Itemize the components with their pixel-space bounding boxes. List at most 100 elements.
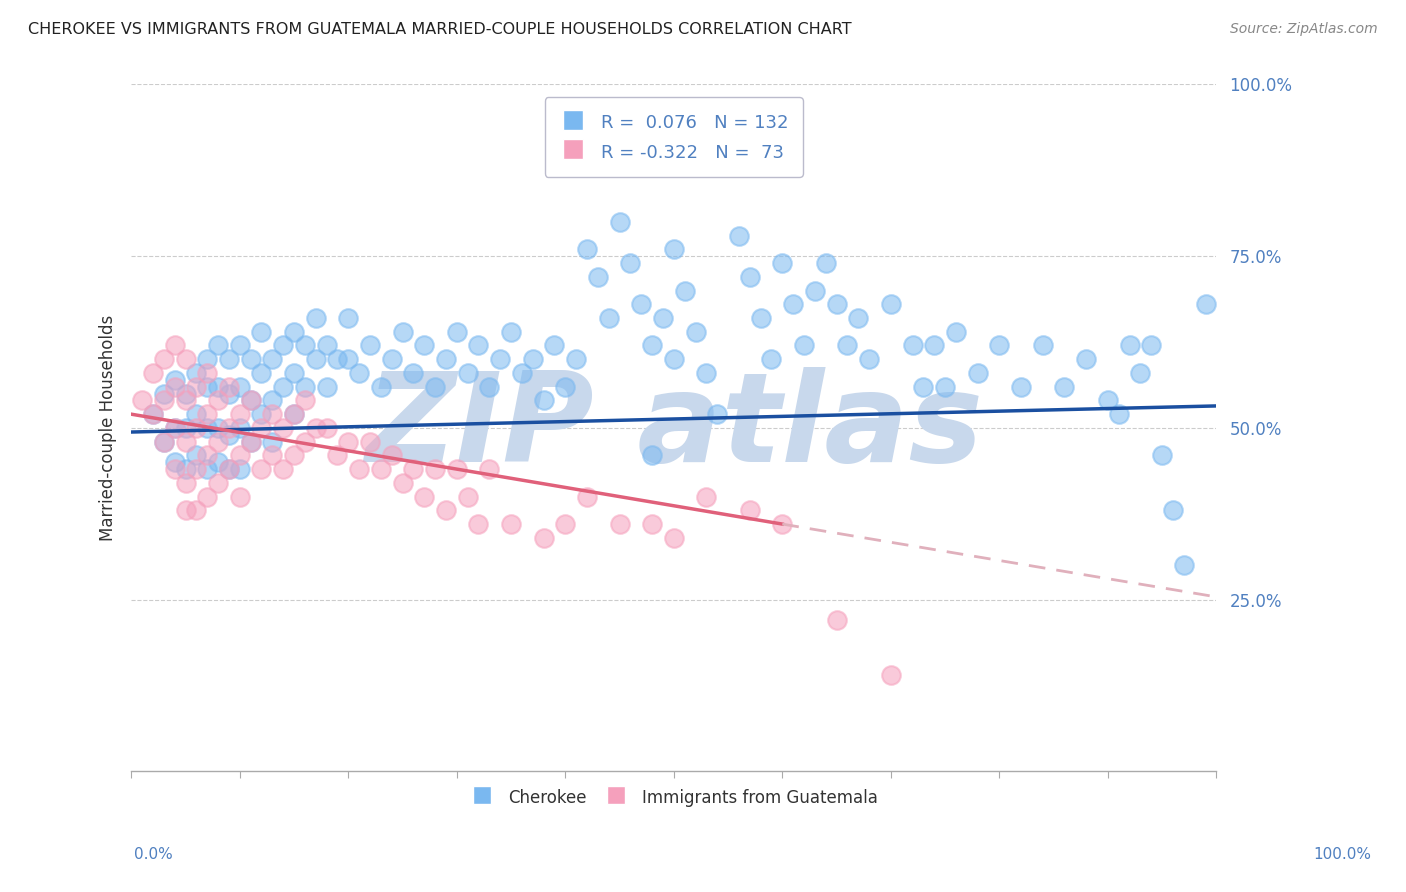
Point	[229, 407, 252, 421]
Point	[749, 311, 772, 326]
Point	[294, 393, 316, 408]
Point	[294, 338, 316, 352]
Point	[262, 449, 284, 463]
Point	[457, 490, 479, 504]
Point	[186, 503, 208, 517]
Point	[662, 531, 685, 545]
Point	[262, 393, 284, 408]
Point	[229, 338, 252, 352]
Point	[1108, 407, 1130, 421]
Y-axis label: Married-couple Households: Married-couple Households	[100, 315, 117, 541]
Point	[315, 421, 337, 435]
Point	[142, 366, 165, 380]
Point	[673, 284, 696, 298]
Point	[262, 407, 284, 421]
Point	[271, 462, 294, 476]
Point	[478, 380, 501, 394]
Point	[837, 338, 859, 352]
Point	[695, 366, 717, 380]
Point	[283, 407, 305, 421]
Point	[641, 517, 664, 532]
Point	[294, 434, 316, 449]
Point	[522, 352, 544, 367]
Point	[804, 284, 827, 298]
Point	[229, 380, 252, 394]
Point	[195, 462, 218, 476]
Point	[283, 407, 305, 421]
Point	[499, 517, 522, 532]
Point	[283, 325, 305, 339]
Point	[770, 517, 793, 532]
Point	[163, 462, 186, 476]
Point	[446, 325, 468, 339]
Point	[630, 297, 652, 311]
Point	[1032, 338, 1054, 352]
Point	[1161, 503, 1184, 517]
Text: CHEROKEE VS IMMIGRANTS FROM GUATEMALA MARRIED-COUPLE HOUSEHOLDS CORRELATION CHAR: CHEROKEE VS IMMIGRANTS FROM GUATEMALA MA…	[28, 22, 852, 37]
Point	[934, 380, 956, 394]
Point	[186, 380, 208, 394]
Point	[163, 455, 186, 469]
Point	[706, 407, 728, 421]
Point	[381, 352, 404, 367]
Point	[207, 421, 229, 435]
Point	[163, 338, 186, 352]
Legend: Cherokee, Immigrants from Guatemala: Cherokee, Immigrants from Guatemala	[464, 780, 884, 814]
Point	[662, 242, 685, 256]
Point	[262, 352, 284, 367]
Point	[717, 132, 740, 146]
Point	[186, 366, 208, 380]
Point	[229, 449, 252, 463]
Point	[142, 407, 165, 421]
Point	[163, 421, 186, 435]
Point	[186, 407, 208, 421]
Point	[186, 421, 208, 435]
Point	[174, 386, 197, 401]
Point	[912, 380, 935, 394]
Point	[381, 449, 404, 463]
Point	[793, 338, 815, 352]
Point	[174, 503, 197, 517]
Point	[1152, 449, 1174, 463]
Point	[195, 421, 218, 435]
Point	[186, 462, 208, 476]
Point	[554, 380, 576, 394]
Point	[478, 462, 501, 476]
Point	[554, 517, 576, 532]
Point	[359, 434, 381, 449]
Point	[761, 352, 783, 367]
Point	[153, 386, 176, 401]
Point	[195, 380, 218, 394]
Point	[489, 352, 512, 367]
Point	[1194, 297, 1216, 311]
Point	[337, 434, 360, 449]
Point	[207, 475, 229, 490]
Point	[250, 325, 273, 339]
Point	[250, 462, 273, 476]
Point	[695, 490, 717, 504]
Point	[218, 380, 240, 394]
Point	[163, 421, 186, 435]
Point	[738, 503, 761, 517]
Point	[218, 462, 240, 476]
Point	[1118, 338, 1140, 352]
Point	[846, 311, 869, 326]
Point	[533, 531, 555, 545]
Point	[738, 269, 761, 284]
Point	[880, 297, 903, 311]
Point	[174, 462, 197, 476]
Point	[294, 380, 316, 394]
Point	[402, 366, 425, 380]
Point	[609, 215, 631, 229]
Point	[195, 490, 218, 504]
Point	[195, 407, 218, 421]
Point	[543, 338, 565, 352]
Point	[423, 462, 446, 476]
Point	[186, 449, 208, 463]
Text: 0.0%: 0.0%	[134, 847, 173, 862]
Point	[457, 366, 479, 380]
Point	[153, 393, 176, 408]
Point	[922, 338, 945, 352]
Point	[533, 393, 555, 408]
Point	[945, 325, 967, 339]
